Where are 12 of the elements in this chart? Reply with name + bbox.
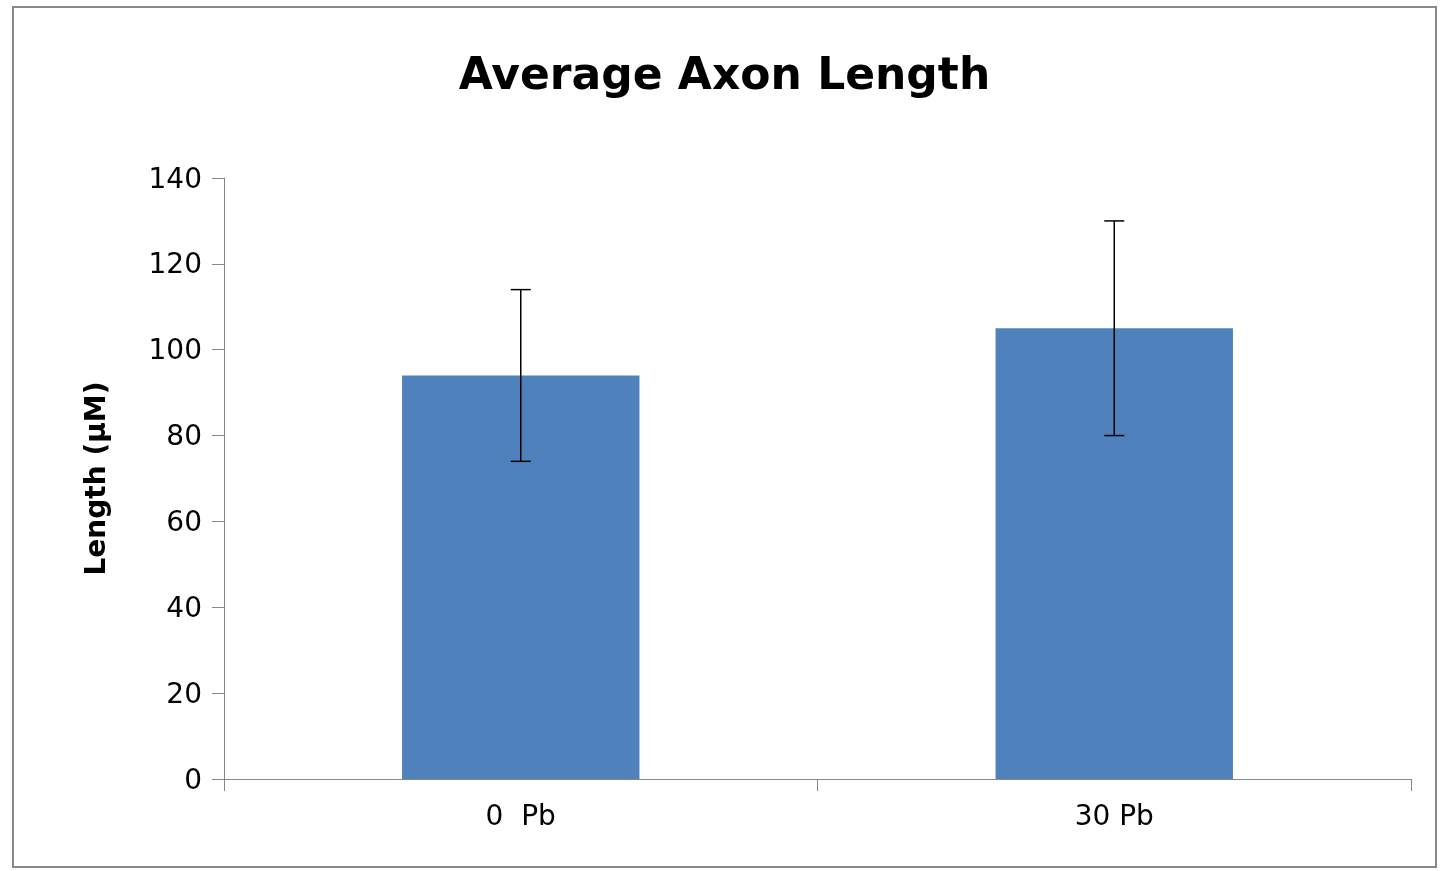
- y-tick-label: 60: [166, 504, 202, 538]
- x-tick-label: 30 Pb: [1074, 798, 1154, 832]
- y-tick-label: 80: [166, 419, 202, 453]
- chart-title: Average Axon Length: [458, 47, 991, 99]
- y-tick-label: 140: [148, 161, 202, 195]
- y-tick-label: 0: [184, 762, 202, 796]
- y-tick-label: 120: [148, 247, 202, 281]
- y-tick-label: 100: [148, 333, 202, 367]
- y-axis-title: Length (µM): [78, 381, 112, 576]
- x-tick-label: 0 Pb: [485, 798, 556, 832]
- y-tick-label: 20: [166, 676, 202, 710]
- y-tick-label: 40: [166, 590, 202, 624]
